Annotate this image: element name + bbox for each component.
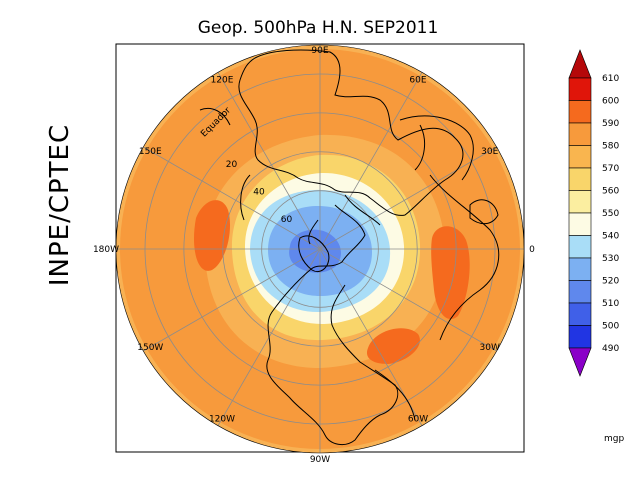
colorbar-swatch bbox=[568, 167, 592, 191]
field-high-center-east bbox=[431, 226, 470, 320]
colorbar-level-label: 610 bbox=[602, 74, 619, 84]
colorbar-swatch bbox=[568, 190, 592, 214]
colorbar-swatch bbox=[568, 302, 592, 326]
colorbar-level-label: 540 bbox=[602, 232, 619, 242]
longitude-label: 30E bbox=[481, 147, 498, 157]
colorbar-swatch bbox=[568, 235, 592, 259]
colorbar: 610 600 590 580 570 560 550 540 530 520 510 500 490 m… bbox=[568, 49, 624, 444]
colorbar-level-label: 530 bbox=[602, 254, 619, 264]
longitude-label: 90E bbox=[311, 46, 328, 56]
coastlines bbox=[199, 49, 500, 446]
meridian-line bbox=[319, 146, 497, 250]
longitude-label: 120W bbox=[209, 415, 235, 425]
colorbar-swatch bbox=[568, 280, 592, 304]
side-label: INPE/CPTEC bbox=[45, 124, 75, 286]
colorbar-level-label: 580 bbox=[602, 142, 619, 152]
longitude-label: 60W bbox=[408, 415, 428, 425]
longitude-label: 0 bbox=[529, 245, 535, 255]
colorbar-top-arrow bbox=[568, 49, 592, 79]
meridian-line bbox=[319, 248, 497, 352]
colorbar-swatch bbox=[568, 212, 592, 236]
colorbar-level-label: 490 bbox=[602, 344, 619, 354]
longitude-label: 150W bbox=[137, 343, 163, 353]
colorbar-swatch bbox=[568, 325, 592, 349]
longitude-label: 30W bbox=[480, 343, 500, 353]
meridian-line bbox=[143, 146, 321, 250]
colorbar-level-label: 550 bbox=[602, 209, 619, 219]
meridian-line bbox=[319, 72, 423, 250]
colorbar-level-label: 500 bbox=[602, 322, 619, 332]
meridian-line bbox=[143, 248, 321, 352]
colorbar-bottom-arrow bbox=[568, 347, 592, 377]
colorbar-swatch bbox=[568, 145, 592, 169]
meridian-line bbox=[217, 72, 321, 250]
colorbar-level-label: 570 bbox=[602, 164, 619, 174]
graticule bbox=[115, 44, 525, 454]
colorbar-level-label: 560 bbox=[602, 187, 619, 197]
longitude-label: 150E bbox=[139, 147, 162, 157]
field-high-center-south bbox=[366, 328, 420, 364]
longitude-label: 120E bbox=[211, 75, 234, 85]
latitude-label: 60 bbox=[281, 215, 293, 225]
colorbar-swatch bbox=[568, 122, 592, 146]
longitude-label: 60E bbox=[409, 75, 426, 85]
colorbar-level-label: 520 bbox=[602, 277, 619, 287]
map-title: Geop. 500hPa H.N. SEP2011 bbox=[198, 18, 439, 38]
latitude-label: 40 bbox=[253, 187, 265, 197]
colorbar-level-label: 510 bbox=[602, 299, 619, 309]
longitude-labels: 90E 60E 30E 0 30W 60W 90W 120W 150W 180W 150E 120E bbox=[93, 46, 535, 465]
field-590-band bbox=[120, 49, 520, 449]
longitude-label: 90W bbox=[310, 455, 330, 465]
colorbar-level-label: 600 bbox=[602, 97, 619, 107]
latitude-label: 20 bbox=[226, 160, 238, 170]
colorbar-swatch bbox=[568, 100, 592, 124]
colorbar-unit: mgp bbox=[604, 434, 624, 444]
colorbar-swatch bbox=[568, 77, 592, 101]
colorbar-level-label: 590 bbox=[602, 119, 619, 129]
field-high-center-west bbox=[193, 200, 231, 271]
colorbar-swatch bbox=[568, 257, 592, 281]
map-disc-edge bbox=[115, 44, 525, 454]
longitude-label: 180W bbox=[93, 245, 119, 255]
